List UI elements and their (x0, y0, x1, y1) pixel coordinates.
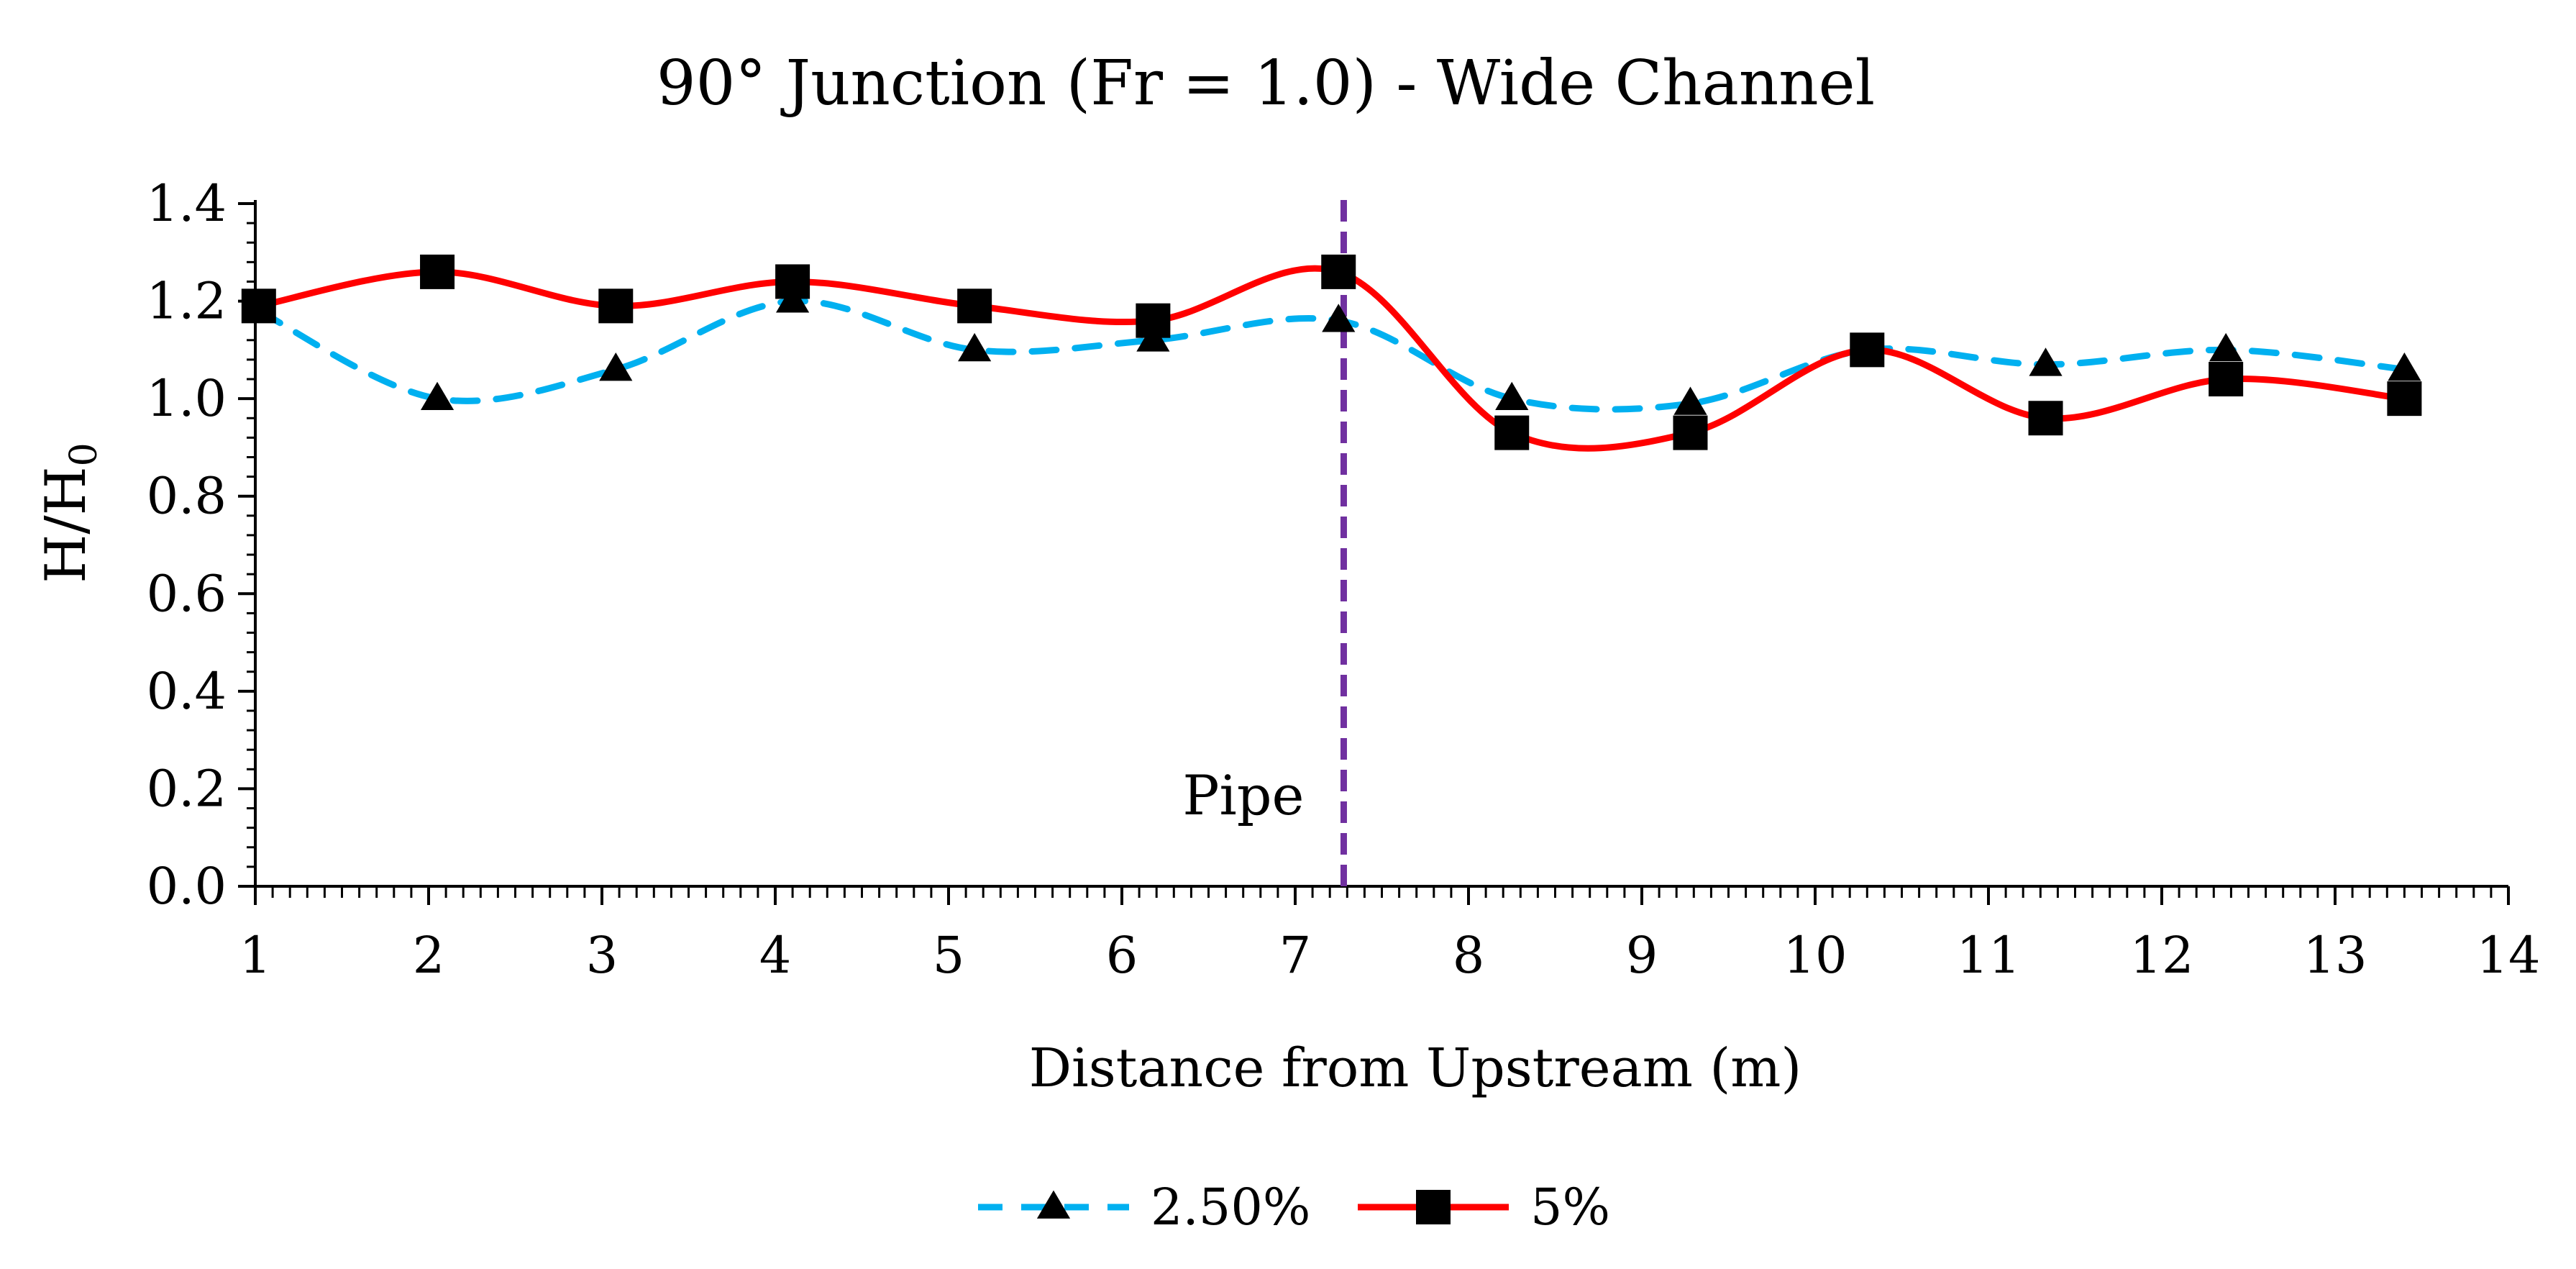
y-tick-label: 1.4 (147, 174, 227, 233)
triangle-marker (1036, 1190, 1071, 1219)
x-tick-label: 4 (759, 926, 792, 985)
triangle-marker (2029, 347, 2063, 376)
y-tick-label: 0.4 (147, 662, 227, 721)
legend-label: 5% (1530, 1178, 1610, 1237)
y-tick-label: 0.8 (147, 467, 227, 526)
y-axis-label-subscript: 0 (63, 442, 106, 466)
square-marker (241, 288, 276, 324)
square-marker (2209, 362, 2244, 397)
legend-item-2: 5% (1358, 1178, 1610, 1237)
square-marker (1321, 254, 1356, 289)
legend-item-1: 2.50% (978, 1178, 1310, 1237)
x-tick-label: 12 (2129, 926, 2193, 985)
triangle-marker (1495, 381, 1529, 411)
x-tick-label: 11 (1956, 926, 2020, 985)
y-tick-label: 0.2 (147, 759, 227, 818)
chart-title: 90° Junction (Fr = 1.0) - Wide Channel (657, 47, 1875, 119)
square-marker (957, 288, 992, 324)
x-tick-label: 6 (1106, 926, 1138, 985)
x-tick-label: 9 (1626, 926, 1658, 985)
x-tick-label: 8 (1453, 926, 1485, 985)
triangle-marker (2209, 332, 2243, 362)
triangle-marker (1673, 386, 1707, 415)
x-tick-label: 5 (933, 926, 965, 985)
triangle-marker (2388, 352, 2421, 381)
y-tick-label: 1.2 (147, 272, 227, 331)
legend: 2.50% 5% (978, 1178, 1610, 1237)
square-marker (1416, 1190, 1451, 1224)
x-tick-label: 2 (413, 926, 445, 985)
triangle-marker (599, 352, 633, 381)
square-marker (2387, 381, 2422, 417)
y-axis-label-main: H/H (34, 466, 99, 583)
y-tick-label: 0.0 (147, 857, 227, 916)
square-marker (1494, 415, 1530, 450)
square-marker (598, 288, 634, 324)
triangle-marker (1322, 304, 1356, 332)
y-tick-label: 0.6 (147, 564, 227, 623)
square-marker (2028, 401, 2063, 436)
square-marker (420, 254, 455, 289)
series-line (255, 265, 2408, 452)
square-marker (1136, 303, 1171, 338)
x-axis-label: Distance from Upstream (m) (1029, 1037, 1802, 1099)
triangle-marker (958, 332, 992, 362)
triangle-marker (420, 381, 455, 411)
x-tick-label: 3 (586, 926, 618, 985)
pipe-label: Pipe (1182, 763, 1304, 827)
square-marker (1673, 415, 1708, 450)
series-layer (241, 254, 2422, 452)
x-tick-label: 7 (1279, 926, 1312, 985)
x-tick-label: 1 (239, 926, 272, 985)
square-marker (1850, 332, 1885, 368)
legend-label: 2.50% (1151, 1178, 1310, 1237)
x-tick-label: 13 (2303, 926, 2367, 985)
axes: 0.00.20.40.60.81.01.21.41 2 3 4 5 6 7 8 9 10 11 12 1… (147, 174, 2541, 985)
series-1 (242, 284, 2421, 415)
y-tick-label: 1.0 (147, 369, 227, 428)
series-2 (241, 254, 2422, 452)
x-tick-label: 14 (2476, 926, 2540, 985)
y-axis-label: H/H0 (34, 442, 106, 583)
square-marker (775, 264, 810, 299)
x-tick-label: 10 (1783, 926, 1847, 985)
